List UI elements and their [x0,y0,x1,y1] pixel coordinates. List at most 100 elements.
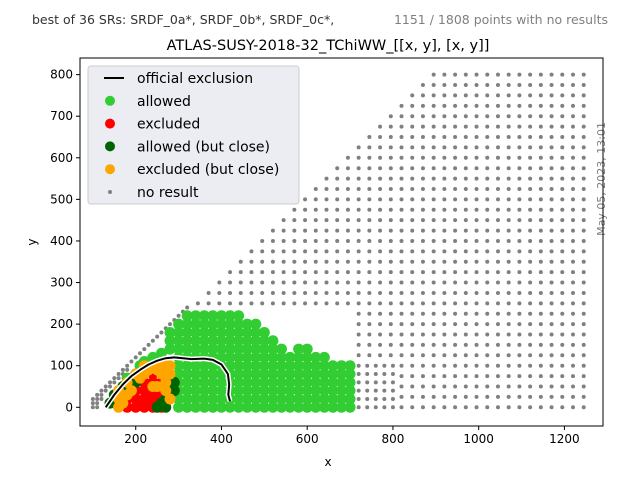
no-result-point [313,270,318,275]
no-result-point [506,342,511,347]
no-result-point [95,392,100,397]
allowed-point [275,343,287,355]
no-result-point [538,166,543,171]
allowed-point [215,401,227,413]
no-result-point [206,290,211,295]
no-result-point [150,338,155,343]
no-result-point [463,114,468,119]
allowed-point [215,310,227,322]
no-result-point [495,176,500,181]
no-result-point [378,155,383,160]
no-result-point [538,114,543,119]
no-result-point [238,259,243,264]
no-result-point [485,270,490,275]
no-result-point [324,207,329,212]
allowed-point [198,401,210,413]
no-result-point [495,290,500,295]
no-result-point [431,218,436,223]
legend-label: allowed [137,94,191,110]
no-result-point [335,249,340,254]
no-result-point [431,259,436,264]
no-result-point [463,311,468,316]
no-result-point [345,155,350,160]
no-result-point [388,322,393,327]
no-result-point [378,238,383,243]
allowed-point [250,351,262,363]
no-result-point [485,186,490,191]
no-result-point [570,124,575,129]
allowed-point [250,318,262,330]
allowed-point [250,326,262,338]
no-result-point [335,259,340,264]
no-result-point [335,228,340,233]
allowed-point [207,343,219,355]
no-result-point [159,330,164,335]
y-tick-label: 600 [50,151,73,165]
no-result-point [442,384,447,389]
allowed-point [267,351,279,363]
allowed-point [250,360,262,372]
no-result-point [442,103,447,108]
no-result-point [420,311,425,316]
no-result-point [95,401,100,406]
no-result-point [549,322,554,327]
no-result-point [463,218,468,223]
no-result-point [335,238,340,243]
no-result-point [367,145,372,150]
allowed-point [198,376,210,388]
no-result-point [517,394,522,399]
no-result-point [474,322,479,327]
no-result-point [570,342,575,347]
no-result-point [495,332,500,337]
no-result-point [356,228,361,233]
no-result-point [324,197,329,202]
no-result-point [345,290,350,295]
no-result-point [313,290,318,295]
no-result-point [378,332,383,337]
no-result-point [495,186,500,191]
no-result-point [313,238,318,243]
no-result-point [538,322,543,327]
no-result-point [581,280,586,285]
no-result-point [399,270,404,275]
no-result-point [399,197,404,202]
no-result-point [373,405,378,410]
no-result-point [495,405,500,410]
no-result-point [570,145,575,150]
no-result-point [442,207,447,212]
no-result-point [517,114,522,119]
no-result-point [365,405,370,410]
no-result-point [549,103,554,108]
no-result-point [538,290,543,295]
no-result-point [388,135,393,140]
no-result-point [195,301,200,306]
no-result-point [560,124,565,129]
no-result-point [485,197,490,202]
y-tick-label: 700 [50,109,73,123]
no-result-point [581,197,586,202]
no-result-point [420,332,425,337]
allowed-point [155,347,167,359]
allowed-point [327,385,339,397]
allowed-point [318,360,330,372]
no-result-point [506,270,511,275]
no-result-point [399,166,404,171]
no-result-point [238,280,243,285]
allowed-point [258,326,270,338]
allowed-point [275,360,287,372]
no-result-point [399,342,404,347]
no-result-point [474,342,479,347]
no-result-point [442,249,447,254]
legend-label: official exclusion [137,71,253,87]
no-result-point [474,290,479,295]
no-result-point [356,301,361,306]
no-result-point [270,249,275,254]
no-result-point [570,207,575,212]
no-result-point [399,103,404,108]
no-result-point [560,114,565,119]
allowed-point [207,393,219,405]
no-result-point [356,363,361,368]
no-result-point [335,290,340,295]
no-result-point [399,259,404,264]
no-result-point [356,332,361,337]
